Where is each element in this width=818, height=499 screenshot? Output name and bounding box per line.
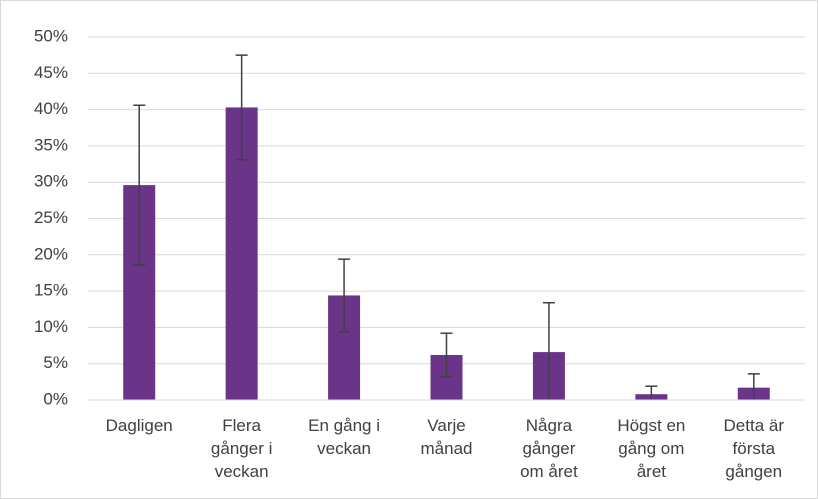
x-tick-label: Dagligen	[106, 416, 173, 435]
x-tick-label: Detta är första gången	[724, 416, 785, 481]
y-tick-label: 35%	[34, 135, 68, 154]
y-tick-label: 40%	[34, 99, 68, 118]
error-bar	[542, 301, 555, 400]
error-bar	[440, 332, 453, 378]
error-bar	[338, 258, 351, 333]
x-tick-label: Flera gånger i veckan	[211, 416, 272, 481]
y-tick-label: 45%	[34, 63, 68, 82]
x-tick-label: Några gånger om året	[520, 416, 578, 481]
y-tick-label: 10%	[34, 317, 68, 336]
y-tick-label: 50%	[34, 26, 68, 45]
error-bar	[645, 385, 658, 400]
x-tick-label: Varje månad	[421, 416, 473, 458]
y-tick-label: 30%	[34, 172, 68, 191]
x-tick-label: Högst en gång om året	[617, 416, 685, 481]
y-tick-label: 0%	[43, 389, 68, 408]
y-tick-label: 20%	[34, 244, 68, 263]
error-bar	[133, 104, 146, 266]
y-tick-label: 15%	[34, 281, 68, 300]
error-bar	[747, 373, 760, 400]
x-tick-label: En gång i veckan	[308, 416, 380, 458]
y-tick-label: 5%	[43, 353, 68, 372]
error-bar	[235, 54, 248, 161]
y-tick-label: 25%	[34, 208, 68, 227]
